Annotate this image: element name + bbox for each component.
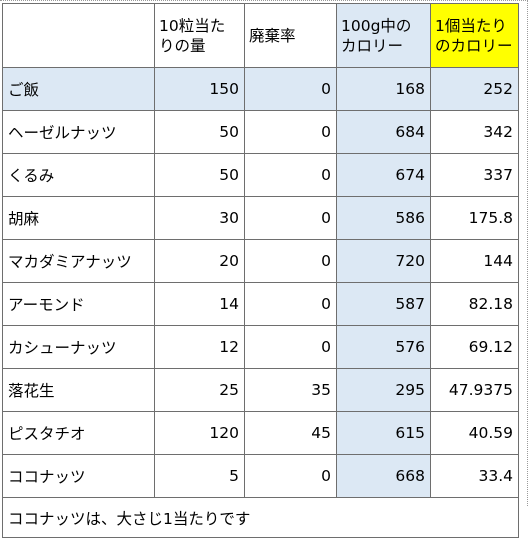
waste-rate-cell[interactable]: 0 [244,454,337,498]
food-name-cell[interactable]: ご飯 [2,67,155,111]
calorie-per-piece-cell[interactable]: 40.59 [430,411,519,455]
calorie-per-piece-cell[interactable]: 33.4 [430,454,519,498]
food-name-cell[interactable]: ココナッツ [2,454,155,498]
table-row: 胡麻 30 0 586 175.8 [2,196,519,240]
food-name-cell[interactable]: マカダミアナッツ [2,239,155,283]
food-name-cell[interactable]: くるみ [2,153,155,197]
table-row: 落花生 25 35 295 47.9375 [2,368,519,412]
calorie-per-piece-cell[interactable]: 252 [430,67,519,111]
table-row: くるみ 50 0 674 337 [2,153,519,197]
calorie-per-piece-cell[interactable]: 175.8 [430,196,519,240]
calorie-100g-cell[interactable]: 587 [336,282,431,326]
amount-cell[interactable]: 25 [154,368,245,412]
calorie-100g-cell[interactable]: 576 [336,325,431,369]
table-row: ココナッツ 5 0 668 33.4 [2,454,519,498]
header-calorie-per-100g[interactable]: 100g中のカロリー [336,3,431,68]
header-amount[interactable]: 10粒当たりの量 [154,3,245,68]
amount-cell[interactable]: 20 [154,239,245,283]
footnote-cell[interactable]: ココナッツは、大さじ1当たりです [2,497,519,538]
header-blank[interactable] [2,3,155,68]
calorie-100g-cell[interactable]: 674 [336,153,431,197]
table-row: カシューナッツ 12 0 576 69.12 [2,325,519,369]
calorie-per-piece-cell[interactable]: 144 [430,239,519,283]
calorie-per-piece-cell[interactable]: 82.18 [430,282,519,326]
table-row: ご飯 150 0 168 252 [2,67,519,111]
sheet-frame [0,0,528,506]
amount-cell[interactable]: 120 [154,411,245,455]
table-row: アーモンド 14 0 587 82.18 [2,282,519,326]
calorie-100g-cell[interactable]: 168 [336,67,431,111]
food-name-cell[interactable]: 落花生 [2,368,155,412]
waste-rate-cell[interactable]: 35 [244,368,337,412]
calorie-per-piece-cell[interactable]: 69.12 [430,325,519,369]
calorie-100g-cell[interactable]: 668 [336,454,431,498]
food-name-cell[interactable]: ピスタチオ [2,411,155,455]
calorie-100g-cell[interactable]: 720 [336,239,431,283]
waste-rate-cell[interactable]: 0 [244,110,337,154]
header-calorie-per-piece[interactable]: 1個当たりのカロリー [430,3,519,68]
calorie-per-piece-cell[interactable]: 337 [430,153,519,197]
amount-cell[interactable]: 150 [154,67,245,111]
waste-rate-cell[interactable]: 0 [244,282,337,326]
amount-cell[interactable]: 50 [154,110,245,154]
amount-cell[interactable]: 30 [154,196,245,240]
amount-cell[interactable]: 50 [154,153,245,197]
food-name-cell[interactable]: アーモンド [2,282,155,326]
calorie-100g-cell[interactable]: 295 [336,368,431,412]
table-row: ヘーゼルナッツ 50 0 684 342 [2,110,519,154]
amount-cell[interactable]: 14 [154,282,245,326]
note-row: ココナッツは、大さじ1当たりです [2,497,519,538]
waste-rate-cell[interactable]: 0 [244,67,337,111]
waste-rate-cell[interactable]: 0 [244,325,337,369]
amount-cell[interactable]: 12 [154,325,245,369]
header-row: 10粒当たりの量 廃棄率 100g中のカロリー 1個当たりのカロリー [2,3,519,68]
table-row: ピスタチオ 120 45 615 40.59 [2,411,519,455]
amount-cell[interactable]: 5 [154,454,245,498]
food-name-cell[interactable]: ヘーゼルナッツ [2,110,155,154]
food-name-cell[interactable]: 胡麻 [2,196,155,240]
waste-rate-cell[interactable]: 0 [244,153,337,197]
waste-rate-cell[interactable]: 0 [244,196,337,240]
waste-rate-cell[interactable]: 45 [244,411,337,455]
calorie-100g-cell[interactable]: 615 [336,411,431,455]
waste-rate-cell[interactable]: 0 [244,239,337,283]
food-name-cell[interactable]: カシューナッツ [2,325,155,369]
calorie-per-piece-cell[interactable]: 342 [430,110,519,154]
calorie-per-piece-cell[interactable]: 47.9375 [430,368,519,412]
calorie-table: 10粒当たりの量 廃棄率 100g中のカロリー 1個当たりのカロリー ご飯 15… [2,3,519,538]
calorie-100g-cell[interactable]: 684 [336,110,431,154]
calorie-100g-cell[interactable]: 586 [336,196,431,240]
header-waste-rate[interactable]: 廃棄率 [244,3,337,68]
table-row: マカダミアナッツ 20 0 720 144 [2,239,519,283]
